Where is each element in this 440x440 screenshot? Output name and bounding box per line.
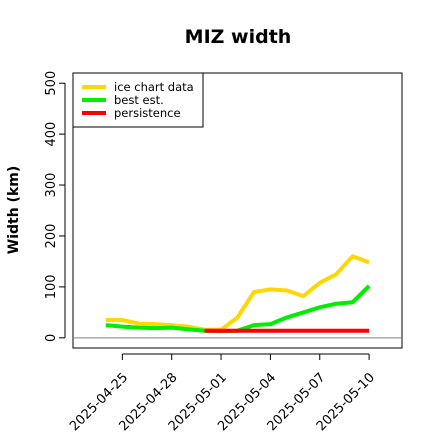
series-line-ice-chart-data	[105, 254, 370, 332]
y-tick-label: 300	[44, 173, 59, 198]
chart-title: MIZ width	[185, 26, 292, 48]
legend-label: ice chart data	[114, 80, 194, 94]
y-axis: 0 100 200 300 400 500	[44, 71, 66, 342]
series-group	[105, 254, 371, 334]
y-axis-label: Width (km)	[6, 166, 22, 255]
x-axis: 2025-04-252025-04-282025-05-012025-05-04…	[67, 353, 378, 434]
y-tick-label: 400	[44, 122, 59, 147]
y-tick-label: 0	[44, 334, 59, 342]
plot-frame	[72, 72, 403, 349]
y-tick-label: 500	[44, 71, 59, 96]
y-tick-label: 200	[44, 224, 59, 249]
legend-label: best est.	[114, 93, 164, 107]
legend-label: persistence	[114, 106, 181, 120]
y-tick-label: 100	[44, 274, 59, 299]
